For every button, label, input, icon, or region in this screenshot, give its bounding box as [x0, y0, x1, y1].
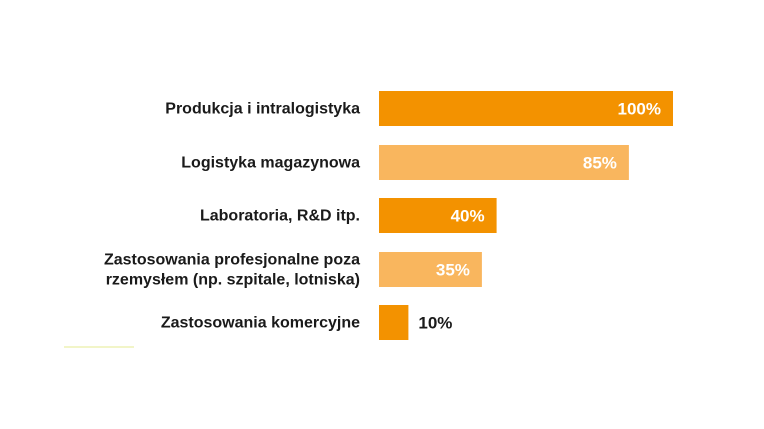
category-label-4: Zastosowania komercyjne	[161, 315, 360, 332]
bar-0	[379, 91, 673, 126]
category-label-0: Produkcja i intralogistyka	[165, 101, 360, 118]
category-label-3-line-0: Zastosowania profesjonalne poza	[104, 252, 360, 269]
data-label-4: 10%	[418, 314, 452, 333]
data-label-0: 100%	[618, 100, 661, 119]
bar-1	[379, 145, 629, 180]
bar-4	[379, 305, 409, 340]
category-label-3-line-1: rzemysłem (np. szpitale, lotniska)	[106, 272, 360, 289]
data-label-3: 35%	[436, 261, 470, 280]
bar-3	[379, 252, 482, 287]
data-label-2: 40%	[451, 207, 485, 226]
decorative-accent-line	[64, 346, 134, 348]
data-label-1: 85%	[583, 154, 617, 173]
category-label-1: Logistyka magazynowa	[181, 155, 360, 172]
bar-2	[379, 198, 497, 233]
category-label-2: Laboratoria, R&D itp.	[200, 208, 360, 225]
